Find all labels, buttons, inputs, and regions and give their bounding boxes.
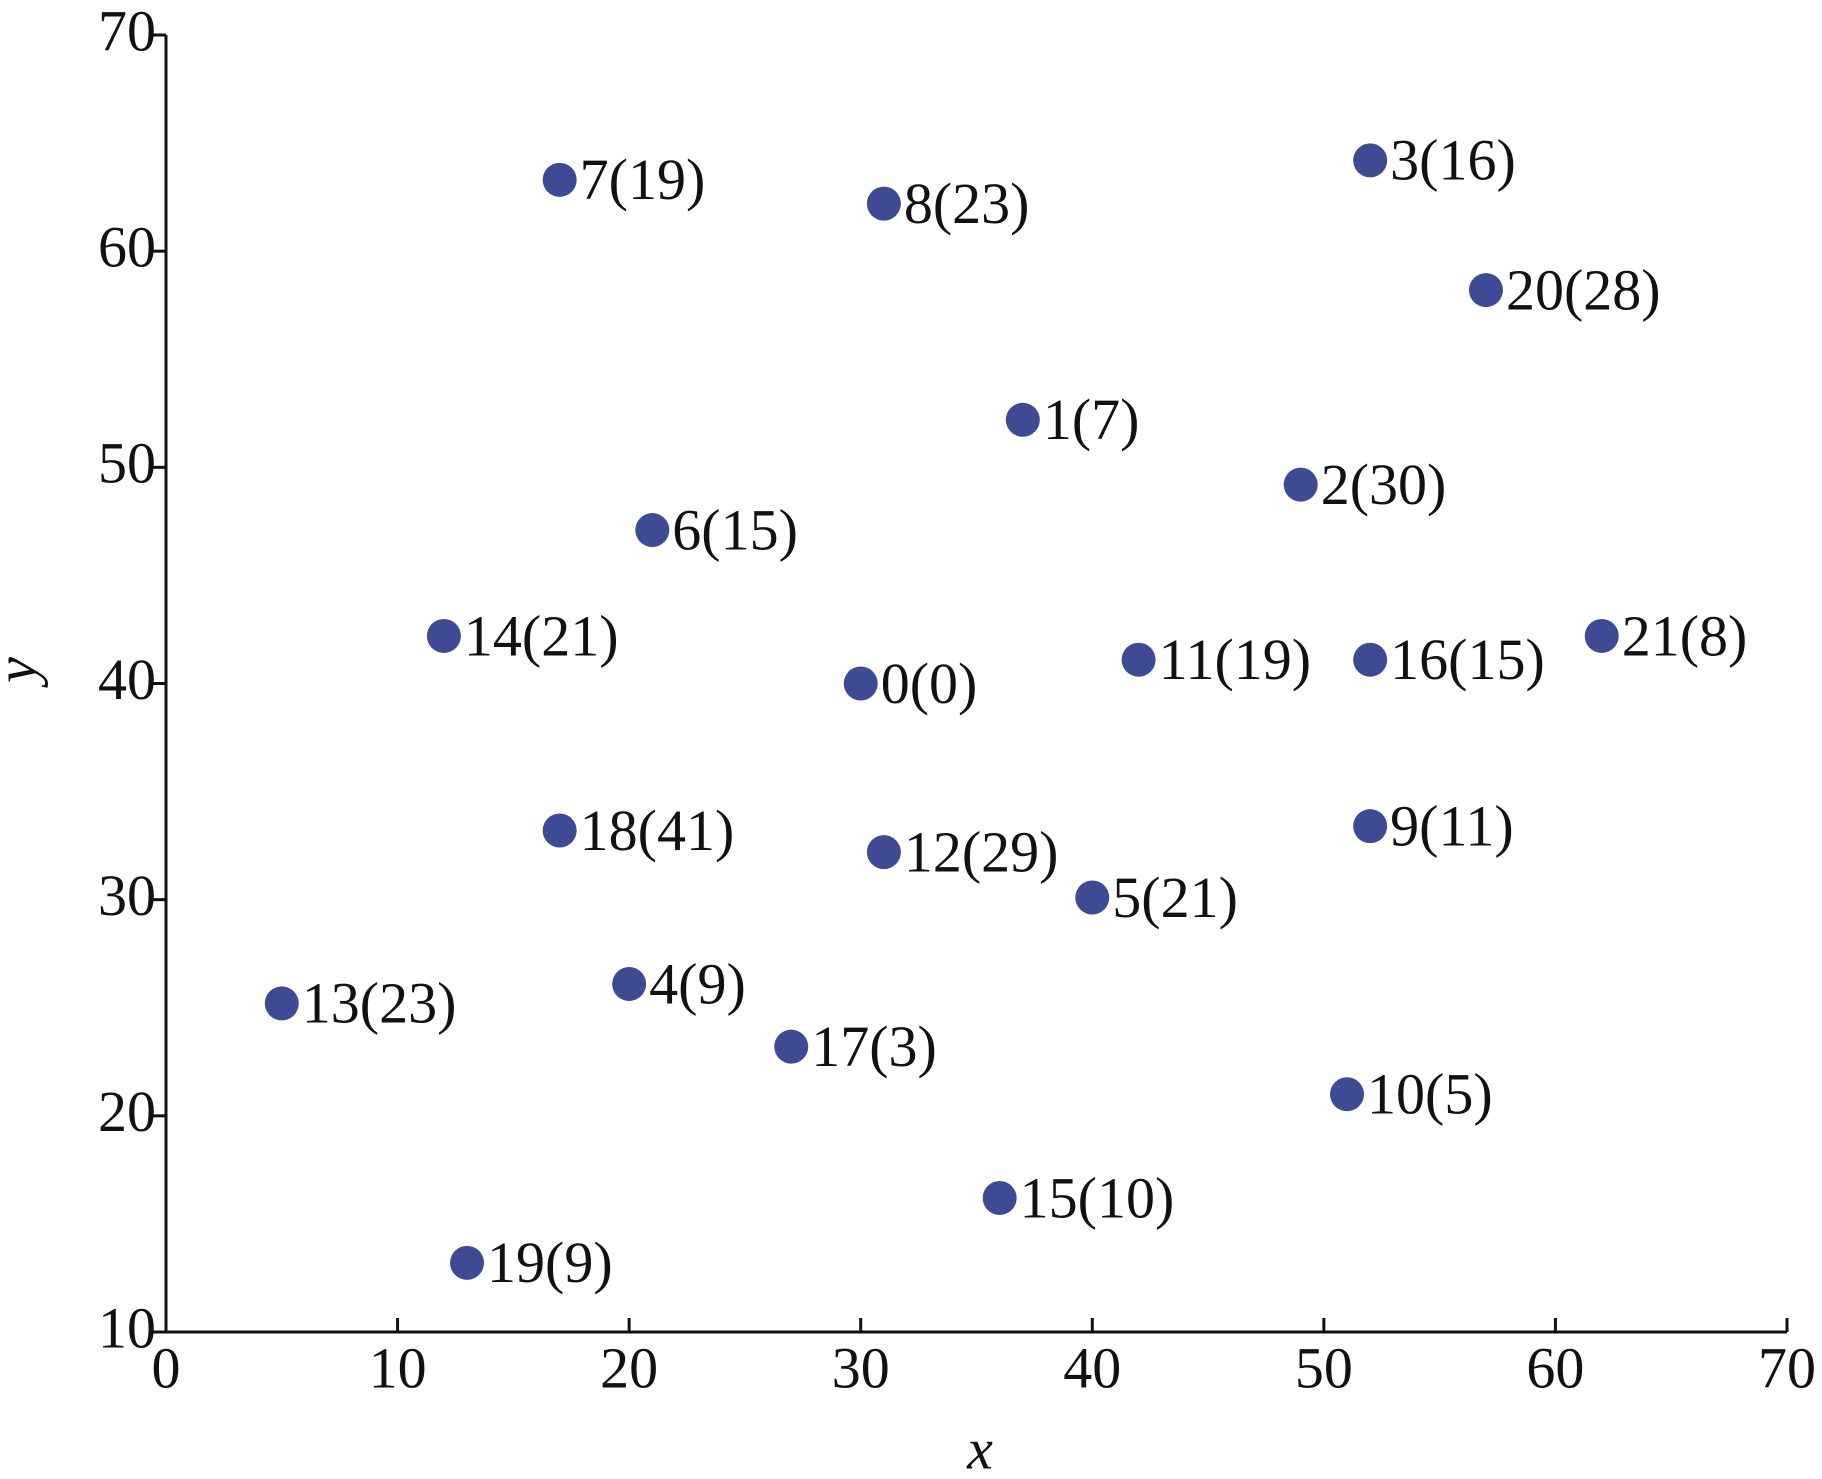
point-label: 4(9) bbox=[649, 951, 746, 1016]
point bbox=[612, 966, 647, 1001]
x-tick-label: 40 bbox=[1063, 1335, 1121, 1400]
point-label: 21(8) bbox=[1622, 603, 1748, 668]
point bbox=[774, 1029, 809, 1064]
point bbox=[1330, 1077, 1365, 1112]
point bbox=[843, 666, 878, 701]
x-tick-label: 20 bbox=[600, 1335, 658, 1400]
point-label: 17(3) bbox=[811, 1014, 937, 1079]
y-tick-label: 40 bbox=[98, 647, 156, 712]
point-label: 19(9) bbox=[487, 1230, 613, 1295]
x-tick-label: 0 bbox=[152, 1335, 181, 1400]
y-tick-label: 50 bbox=[98, 431, 156, 496]
x-tick-label: 50 bbox=[1295, 1335, 1353, 1400]
point bbox=[1353, 143, 1388, 178]
point bbox=[635, 513, 670, 548]
point-label: 13(23) bbox=[302, 971, 457, 1036]
point-label: 0(0) bbox=[881, 651, 978, 716]
point bbox=[450, 1245, 485, 1280]
point-label: 11(19) bbox=[1159, 627, 1311, 692]
point bbox=[1283, 467, 1318, 502]
point-label: 5(21) bbox=[1112, 865, 1238, 930]
x-tick-label: 70 bbox=[1758, 1335, 1816, 1400]
point-label: 2(30) bbox=[1321, 452, 1447, 517]
point-label: 6(15) bbox=[672, 497, 798, 562]
point-label: 20(28) bbox=[1506, 257, 1661, 322]
x-tick-label: 60 bbox=[1526, 1335, 1584, 1400]
point-label: 18(41) bbox=[580, 798, 735, 863]
point bbox=[1121, 642, 1156, 677]
y-tick-label: 30 bbox=[98, 863, 156, 928]
point bbox=[866, 835, 901, 870]
y-tick-label: 20 bbox=[98, 1079, 156, 1144]
point bbox=[542, 813, 577, 848]
point bbox=[982, 1180, 1017, 1215]
point-label: 12(29) bbox=[904, 819, 1059, 884]
point bbox=[264, 986, 299, 1021]
y-tick-label: 70 bbox=[98, 0, 156, 63]
y-tick-label: 60 bbox=[98, 214, 156, 279]
point bbox=[1584, 618, 1619, 653]
x-tick-label: 10 bbox=[369, 1335, 427, 1400]
point bbox=[866, 186, 901, 221]
point bbox=[1353, 809, 1388, 844]
point bbox=[1075, 880, 1110, 915]
point bbox=[1468, 273, 1503, 308]
point bbox=[426, 618, 461, 653]
y-axis-label: y bbox=[0, 657, 48, 688]
point bbox=[1353, 642, 1388, 677]
point-label: 1(7) bbox=[1043, 387, 1140, 452]
x-tick-label: 30 bbox=[832, 1335, 890, 1400]
point-label: 15(10) bbox=[1020, 1165, 1175, 1230]
point bbox=[542, 162, 577, 197]
point-label: 7(19) bbox=[580, 147, 706, 212]
y-tick-label: 10 bbox=[98, 1295, 156, 1360]
point-label: 3(16) bbox=[1390, 128, 1516, 193]
point bbox=[1005, 402, 1040, 437]
point-label: 9(11) bbox=[1390, 793, 1513, 858]
point-label: 10(5) bbox=[1367, 1062, 1493, 1127]
point-label: 16(15) bbox=[1390, 627, 1545, 692]
point-label: 8(23) bbox=[904, 171, 1030, 236]
x-axis-label: x bbox=[966, 1416, 993, 1479]
point-label: 14(21) bbox=[464, 603, 619, 668]
